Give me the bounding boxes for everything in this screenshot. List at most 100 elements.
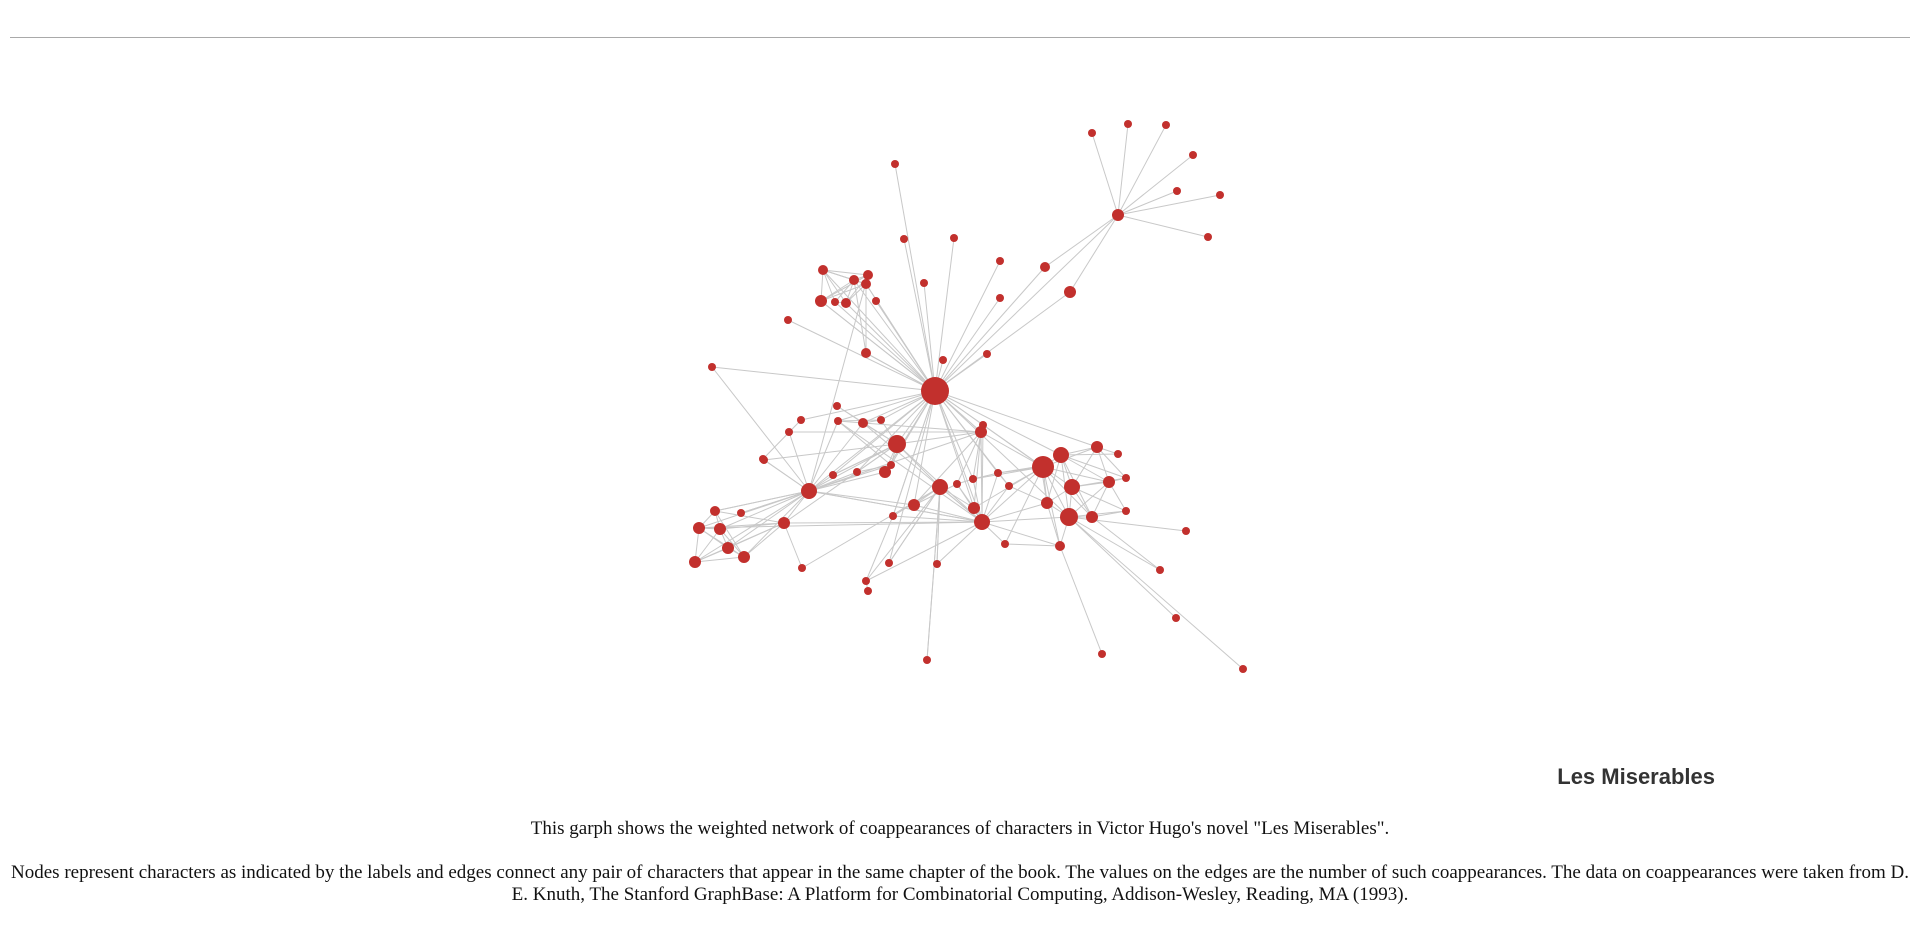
graph-node[interactable] — [831, 298, 839, 306]
graph-edge — [934, 297, 1001, 392]
graph-node[interactable] — [1162, 121, 1170, 129]
graph-node[interactable] — [1064, 479, 1080, 495]
graph-node[interactable] — [975, 426, 987, 438]
graph-node[interactable] — [1189, 151, 1197, 159]
graph-node[interactable] — [889, 512, 897, 520]
graph-node[interactable] — [1112, 209, 1124, 221]
graph-node[interactable] — [1060, 508, 1078, 526]
graph-node[interactable] — [920, 279, 928, 287]
graph-edge — [694, 522, 785, 563]
graph-node[interactable] — [950, 234, 958, 242]
graph-edge — [1117, 123, 1129, 216]
graph-node[interactable] — [862, 577, 870, 585]
graph-node[interactable] — [710, 506, 720, 516]
graph-edge — [719, 522, 785, 530]
graph-node[interactable] — [994, 469, 1002, 477]
graph-node[interactable] — [900, 235, 908, 243]
graph-node[interactable] — [885, 559, 893, 567]
graph-node[interactable] — [1204, 233, 1212, 241]
graph-node[interactable] — [1103, 476, 1115, 488]
graph-node[interactable] — [1035, 460, 1047, 472]
graph-node[interactable] — [784, 316, 792, 324]
graph-node[interactable] — [785, 428, 793, 436]
graph-node[interactable] — [798, 564, 806, 572]
graph-node[interactable] — [983, 350, 991, 358]
graph-node[interactable] — [939, 356, 947, 364]
graph-edge — [1068, 516, 1177, 619]
graph-node[interactable] — [714, 523, 726, 535]
graph-node[interactable] — [1114, 450, 1122, 458]
graph-node[interactable] — [974, 514, 990, 530]
graph-node[interactable] — [872, 297, 880, 305]
graph-node[interactable] — [801, 483, 817, 499]
graph-node[interactable] — [1173, 187, 1181, 195]
graph-node[interactable] — [923, 656, 931, 664]
graph-node[interactable] — [1040, 262, 1050, 272]
graph-node[interactable] — [996, 294, 1004, 302]
graph-node[interactable] — [708, 363, 716, 371]
graph-node[interactable] — [932, 479, 948, 495]
graph-node[interactable] — [1041, 497, 1053, 509]
graph-edge — [787, 319, 936, 392]
graph-node[interactable] — [858, 418, 868, 428]
graph-node[interactable] — [1086, 511, 1098, 523]
graph-edge — [923, 282, 936, 392]
graph-node[interactable] — [818, 265, 828, 275]
graph-node[interactable] — [1088, 129, 1096, 137]
graph-node[interactable] — [1091, 441, 1103, 453]
graph-node[interactable] — [1182, 527, 1190, 535]
graph-node[interactable] — [1064, 286, 1076, 298]
graph-node[interactable] — [853, 468, 861, 476]
graph-edge — [714, 490, 810, 512]
graph-node[interactable] — [996, 257, 1004, 265]
graph-node[interactable] — [908, 499, 920, 511]
graph-node[interactable] — [797, 416, 805, 424]
graph-node[interactable] — [891, 160, 899, 168]
graph-node[interactable] — [1124, 120, 1132, 128]
graph-node[interactable] — [887, 461, 895, 469]
graph-node[interactable] — [921, 377, 949, 405]
graph-node[interactable] — [693, 522, 705, 534]
graph-node[interactable] — [1122, 474, 1130, 482]
graph-node[interactable] — [1098, 650, 1106, 658]
graph-node[interactable] — [815, 295, 827, 307]
graph-node[interactable] — [879, 466, 891, 478]
graph-node[interactable] — [834, 417, 842, 425]
graph-edge — [981, 521, 1061, 547]
graph-node[interactable] — [841, 298, 851, 308]
graph-node[interactable] — [877, 416, 885, 424]
graph-node[interactable] — [833, 402, 841, 410]
graph-node[interactable] — [953, 480, 961, 488]
graph-node[interactable] — [1216, 191, 1224, 199]
graph-caption: This garph shows the weighted network of… — [10, 818, 1910, 928]
graph-node[interactable] — [689, 556, 701, 568]
graph-node[interactable] — [1053, 447, 1069, 463]
graph-edge — [1117, 194, 1221, 216]
graph-node[interactable] — [1001, 540, 1009, 548]
graph-edge — [934, 390, 1098, 448]
graph-node[interactable] — [969, 475, 977, 483]
graph-node[interactable] — [888, 435, 906, 453]
graph-node[interactable] — [933, 560, 941, 568]
graph-node[interactable] — [1156, 566, 1164, 574]
graph-node[interactable] — [737, 509, 745, 517]
graph-node[interactable] — [861, 279, 871, 289]
graph-node[interactable] — [778, 517, 790, 529]
graph-node[interactable] — [861, 348, 871, 358]
graph-node[interactable] — [1172, 614, 1180, 622]
graph-node[interactable] — [722, 542, 734, 554]
graph-node[interactable] — [738, 551, 750, 563]
graph-node[interactable] — [1005, 482, 1013, 490]
graph-node[interactable] — [968, 502, 980, 514]
graph-node[interactable] — [864, 587, 872, 595]
graph-node[interactable] — [849, 275, 859, 285]
graph-node[interactable] — [863, 270, 873, 280]
graph-node[interactable] — [829, 471, 837, 479]
graph-node[interactable] — [979, 421, 987, 429]
graph-node[interactable] — [1239, 665, 1247, 673]
graph-node[interactable] — [1122, 507, 1130, 515]
graph-edge — [1042, 466, 1110, 483]
graph-node[interactable] — [759, 455, 767, 463]
graph-node[interactable] — [1055, 541, 1065, 551]
